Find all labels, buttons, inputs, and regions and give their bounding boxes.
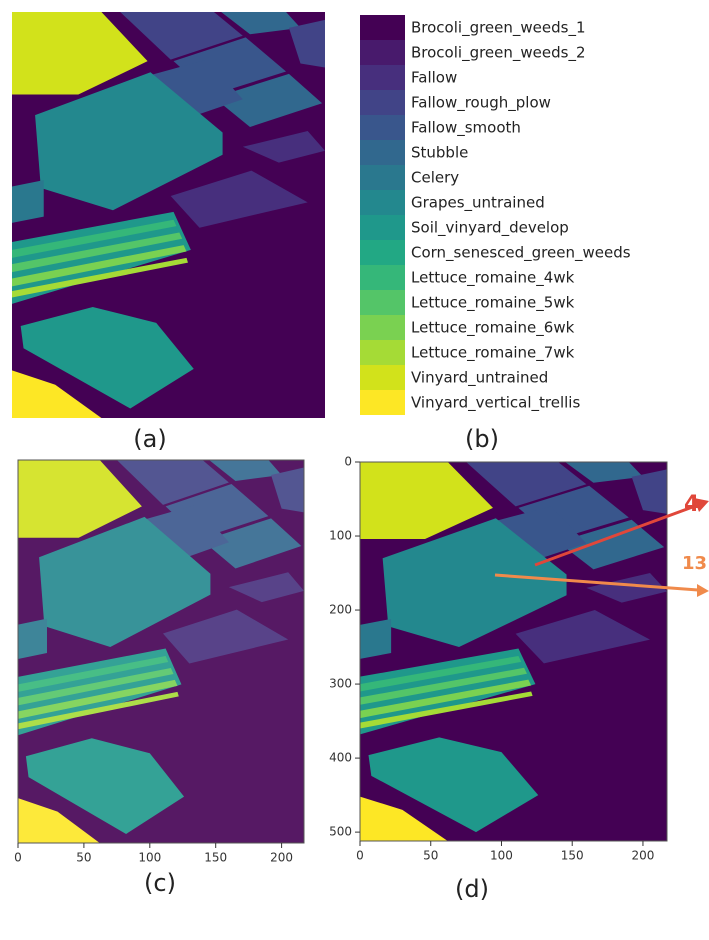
caption: (a): [133, 425, 166, 453]
legend-label: Lettuce_romaine_7wk: [411, 344, 575, 363]
legend-label: Vinyard_vertical_trellis: [411, 394, 580, 413]
legend-swatch: [360, 365, 405, 390]
y-tick-label: 500: [329, 825, 352, 839]
annotation-label: 4: [684, 492, 699, 517]
legend-swatch: [360, 40, 405, 65]
y-tick-label: 400: [329, 751, 352, 765]
legend-swatch: [360, 165, 405, 190]
legend: Brocoli_green_weeds_1 Brocoli_green_weeds…: [360, 15, 631, 415]
x-tick-label: 0: [14, 851, 22, 865]
legend-swatch: [360, 390, 405, 415]
classification-map: [360, 462, 667, 841]
legend-swatch: [360, 15, 405, 40]
legend-swatch: [360, 315, 405, 340]
legend-swatch: [360, 115, 405, 140]
legend-label: Stubble: [411, 144, 468, 162]
x-tick-label: 200: [270, 851, 293, 865]
legend-swatch: [360, 65, 405, 90]
x-tick-label: 50: [76, 851, 91, 865]
legend-label: Corn_senesced_green_weeds: [411, 244, 631, 263]
y-tick-label: 100: [329, 529, 352, 543]
caption: (c): [144, 869, 176, 897]
legend-label: Lettuce_romaine_4wk: [411, 269, 575, 288]
legend-swatch: [360, 290, 405, 315]
x-tick-label: 0: [356, 849, 364, 863]
legend-swatch: [360, 265, 405, 290]
annotation-label: 13: [682, 553, 707, 574]
x-tick-label: 150: [561, 849, 584, 863]
legend-swatch: [360, 240, 405, 265]
x-tick-label: 200: [631, 849, 654, 863]
x-tick-label: 100: [490, 849, 513, 863]
legend-swatch: [360, 340, 405, 365]
ground-truth-map: [12, 12, 325, 418]
y-tick-label: 300: [329, 677, 352, 691]
legend-label: Lettuce_romaine_6wk: [411, 319, 575, 338]
prediction-map: [18, 460, 304, 843]
x-tick-label: 50: [423, 849, 438, 863]
x-tick-label: 150: [204, 851, 227, 865]
figure: Brocoli_green_weeds_1 Brocoli_green_weeds…: [0, 0, 709, 936]
legend-swatch: [360, 140, 405, 165]
caption: (b): [465, 425, 499, 453]
legend-swatch: [360, 215, 405, 240]
legend-label: Vinyard_untrained: [411, 369, 548, 388]
y-tick-label: 0: [344, 455, 352, 469]
legend-label: Soil_vinyard_develop: [411, 219, 569, 238]
x-tick-label: 100: [138, 851, 161, 865]
legend-label: Fallow_smooth: [411, 119, 521, 138]
y-tick-label: 200: [329, 603, 352, 617]
legend-swatch: [360, 90, 405, 115]
legend-label: Brocoli_green_weeds_2: [411, 44, 586, 63]
legend-label: Lettuce_romaine_5wk: [411, 294, 575, 313]
legend-label: Fallow: [411, 69, 457, 87]
legend-swatch: [360, 190, 405, 215]
legend-label: Brocoli_green_weeds_1: [411, 19, 586, 38]
caption: (d): [455, 875, 489, 903]
legend-label: Grapes_untrained: [411, 194, 545, 213]
legend-label: Celery: [411, 169, 459, 187]
legend-label: Fallow_rough_plow: [411, 94, 551, 113]
